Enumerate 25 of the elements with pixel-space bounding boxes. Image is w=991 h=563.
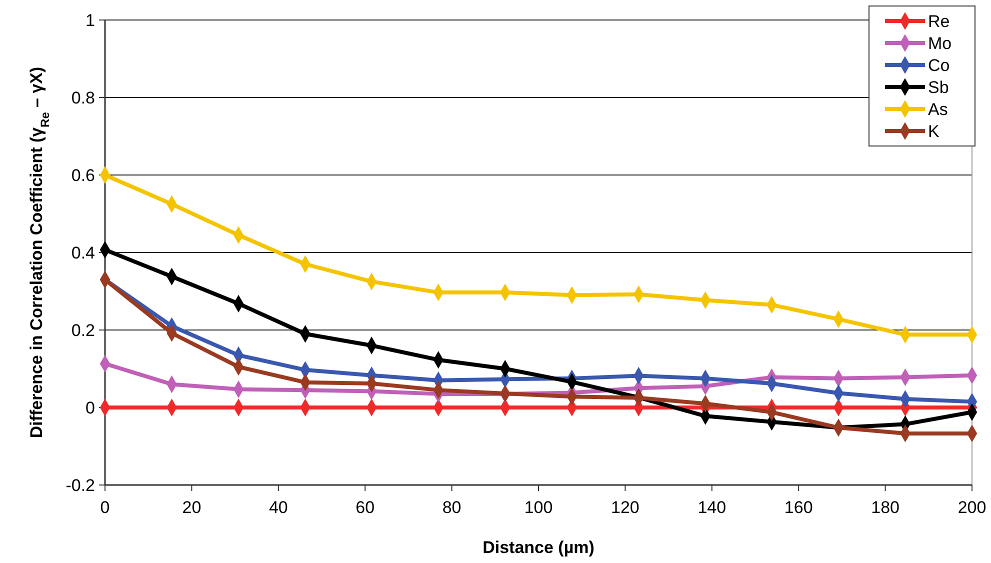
x-tick-label: 40 <box>268 498 288 517</box>
x-tick-label: 0 <box>100 498 110 517</box>
x-tick-label: 100 <box>524 498 553 517</box>
y-tick-label: 0.4 <box>71 244 95 262</box>
y-tick-label: 0.6 <box>71 166 95 185</box>
legend-label: K <box>928 122 940 141</box>
x-tick-label: 160 <box>784 498 813 517</box>
y-tick-label: 1 <box>86 11 95 30</box>
y-tick-label: 0.8 <box>71 88 95 108</box>
legend-label: Co <box>928 56 950 75</box>
x-tick-label: 140 <box>698 498 726 517</box>
x-tick-label: 180 <box>871 498 900 517</box>
y-tick-label: -0.2 <box>66 476 95 495</box>
x-tick-label: 60 <box>356 498 375 517</box>
y-tick-label: 0.2 <box>71 321 95 340</box>
x-tick-label: 80 <box>442 498 462 517</box>
x-tick-label: 120 <box>611 498 640 517</box>
legend-label: As <box>928 100 948 119</box>
legend-label: Mo <box>928 34 952 53</box>
x-tick-label: 200 <box>958 498 986 517</box>
x-axis-title: Distance (µm) <box>482 538 594 557</box>
x-tick-label: 20 <box>182 498 202 517</box>
y-tick-label: 0 <box>86 398 95 418</box>
legend-label: Re <box>928 12 950 31</box>
legend-label: Sb <box>928 78 949 97</box>
